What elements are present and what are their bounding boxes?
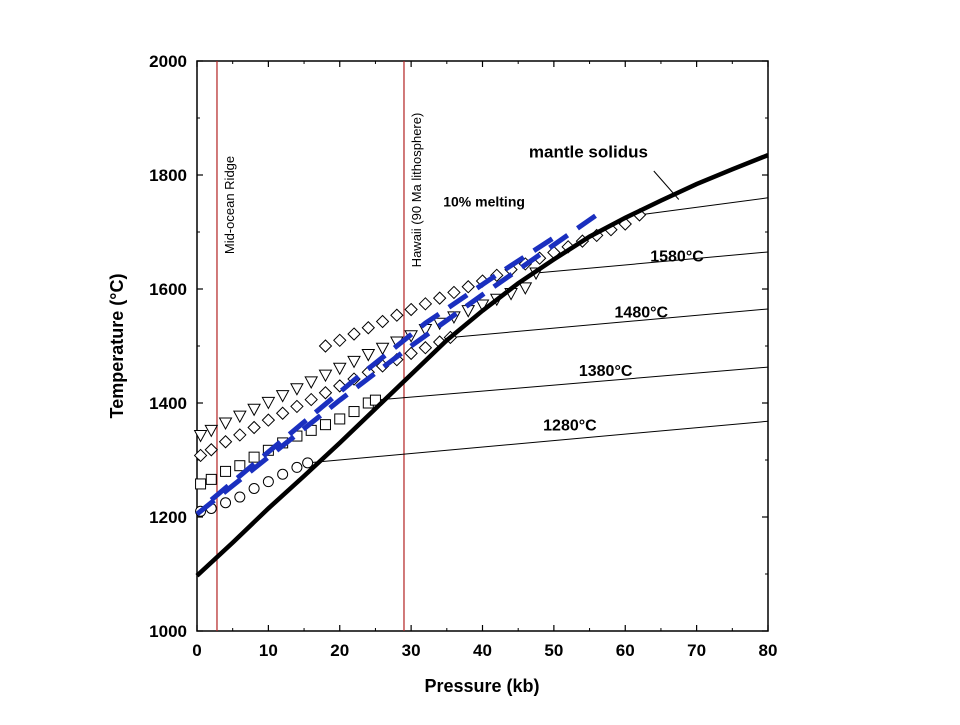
adiabat-point-diamond bbox=[304, 392, 318, 407]
adiabat-point-diamond bbox=[333, 333, 347, 348]
adiabat-point-diamond bbox=[432, 291, 447, 305]
adiabat-point-diamond bbox=[275, 406, 290, 420]
axis-ticks: 0 10 20 30 40 50 60 70 80 1000 1200 1400 1600 1800 200… bbox=[149, 52, 777, 660]
adiabat-point-square bbox=[369, 394, 381, 406]
y-tick-label: 1200 bbox=[149, 508, 187, 527]
adiabat-point-triangle bbox=[361, 349, 376, 362]
adiabat-point-triangle bbox=[290, 383, 304, 396]
x-tick-label: 80 bbox=[759, 641, 778, 660]
mantle-solidus-label: mantle solidus bbox=[529, 142, 648, 161]
x-tick-label: 70 bbox=[687, 641, 706, 660]
adiabat-point-diamond bbox=[233, 428, 247, 442]
adiabat-leader-line bbox=[639, 197, 769, 216]
adiabat-point-diamond bbox=[318, 386, 333, 400]
annotations: mantle solidus 10% melting 1580°C 1480°C 138… bbox=[443, 142, 704, 434]
reference-line-label: Mid-ocean Ridge bbox=[222, 156, 237, 254]
adiabat-point-square bbox=[220, 465, 232, 477]
adiabat-point-circle bbox=[248, 483, 260, 494]
adiabat-point-circle bbox=[277, 468, 289, 480]
adiabat-point-diamond bbox=[418, 297, 433, 311]
adiabat-point-diamond bbox=[375, 314, 390, 329]
adiabat-point-triangle bbox=[204, 424, 219, 438]
adiabat-point-triangle bbox=[318, 369, 333, 383]
x-axis-title: Pressure (kb) bbox=[424, 676, 539, 696]
adiabat-point-triangle bbox=[218, 417, 233, 430]
adiabat-point-square bbox=[248, 451, 260, 463]
adiabat-point-triangle bbox=[332, 362, 347, 376]
adiabat-label: 1580°C bbox=[650, 249, 704, 266]
adiabat-point-diamond bbox=[318, 339, 333, 353]
x-tick-label: 0 bbox=[192, 641, 201, 660]
adiabat-point-diamond bbox=[247, 420, 261, 435]
y-tick-label: 1800 bbox=[149, 166, 187, 185]
adiabat-point-diamond bbox=[418, 341, 433, 355]
adiabat-point-triangle bbox=[261, 396, 276, 410]
adiabat-label: 1280°C bbox=[543, 417, 597, 434]
adiabat-point-diamond bbox=[404, 302, 418, 317]
adiabat-point-triangle bbox=[275, 390, 290, 403]
adiabat-point-triangle bbox=[232, 410, 247, 424]
x-tick-label: 40 bbox=[473, 641, 492, 660]
adiabat-point-square bbox=[334, 413, 346, 425]
adiabat-point-diamond bbox=[461, 280, 475, 294]
adiabat-point-circle bbox=[234, 491, 246, 503]
adiabat-point-diamond bbox=[193, 448, 208, 463]
x-tick-label: 60 bbox=[616, 641, 635, 660]
adiabat-point-triangle bbox=[247, 403, 261, 417]
x-tick-label: 20 bbox=[330, 641, 349, 660]
adiabat-label: 1380°C bbox=[579, 363, 633, 380]
adiabat-point-triangle bbox=[304, 376, 319, 389]
y-tick-label: 1000 bbox=[149, 622, 187, 641]
y-tick-label: 1600 bbox=[149, 280, 187, 299]
adiabat-point-square bbox=[195, 478, 207, 490]
adiabat-point-square bbox=[234, 460, 246, 472]
adiabat-point-diamond bbox=[218, 435, 233, 449]
adiabat-leader-line bbox=[375, 366, 769, 401]
solidus-leader-line bbox=[653, 170, 680, 200]
adiabat-point-diamond bbox=[447, 285, 461, 300]
adiabat-point-diamond bbox=[261, 413, 276, 427]
y-tick-label: 2000 bbox=[149, 52, 187, 71]
adiabat-point-diamond bbox=[204, 443, 218, 457]
adiabat-point-diamond bbox=[390, 308, 404, 322]
adiabat-point-circle bbox=[291, 461, 303, 473]
melting-curve-line-2 bbox=[209, 235, 556, 502]
melting-curve-label: 10% melting bbox=[443, 193, 525, 209]
plot-frame bbox=[196, 60, 769, 632]
adiabat-point-triangle bbox=[347, 355, 361, 369]
adiabat-point-circle bbox=[220, 497, 232, 509]
adiabat-point-triangle bbox=[518, 282, 533, 295]
adiabat-point-circle bbox=[262, 476, 274, 488]
adiabat-point-square bbox=[205, 473, 217, 485]
adiabat-leader-line bbox=[535, 251, 769, 274]
adiabat-point-diamond bbox=[404, 346, 418, 361]
mantle-solidus-line bbox=[195, 153, 769, 578]
adiabat-leader-line bbox=[450, 308, 769, 338]
adiabat-point-triangle bbox=[193, 429, 208, 443]
adiabat-point-circle bbox=[302, 457, 314, 469]
reference-line-label: Hawaii (90 Ma lithosphere) bbox=[409, 113, 424, 268]
adiabat-leaders bbox=[307, 197, 769, 464]
adiabat-point-diamond bbox=[361, 321, 376, 335]
x-tick-label: 10 bbox=[259, 641, 278, 660]
reference-lines: Mid-ocean Ridge Hawaii (90 Ma lithosphere… bbox=[216, 61, 424, 631]
y-tick-label: 1400 bbox=[149, 394, 187, 413]
adiabat-point-square bbox=[319, 419, 331, 431]
adiabat-point-diamond bbox=[290, 399, 304, 414]
y-axis-title: Temperature (°C) bbox=[107, 274, 127, 419]
adiabat-point-square bbox=[348, 406, 360, 418]
adiabat-point-triangle bbox=[375, 342, 390, 356]
adiabat-point-diamond bbox=[347, 327, 361, 341]
x-tick-label: 50 bbox=[544, 641, 563, 660]
melting-curve-line bbox=[195, 212, 599, 517]
adiabat-leader-line bbox=[307, 420, 769, 464]
x-tick-label: 30 bbox=[402, 641, 421, 660]
adiabat-point-triangle bbox=[475, 299, 490, 313]
adiabat-label: 1480°C bbox=[615, 305, 669, 322]
